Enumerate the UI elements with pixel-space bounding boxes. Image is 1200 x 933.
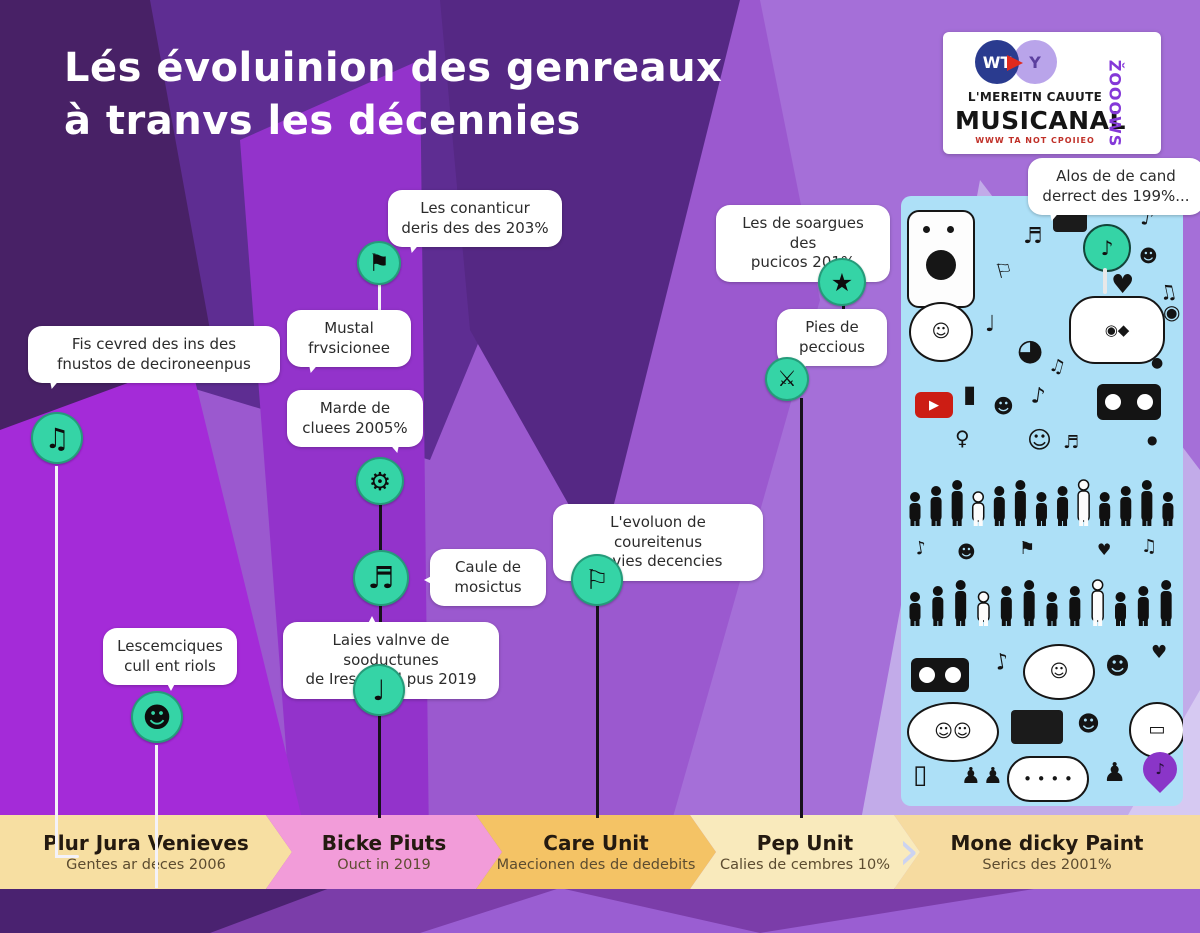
logo-url-text: WWW TA NOT CPOIIEO bbox=[975, 136, 1095, 145]
doodle-glyph-icon: ♫ bbox=[1141, 536, 1158, 557]
doodle-glyph-icon: ♪ bbox=[913, 537, 929, 560]
doodle-glyph-icon: ⚐ bbox=[992, 256, 1016, 284]
trumpet-icon: ♬ bbox=[353, 550, 409, 606]
doodle-glyph-icon: ● bbox=[1151, 355, 1164, 371]
dancer-icon: ★ bbox=[818, 258, 866, 306]
timeline-section-subtitle: Calies de cembres 10% bbox=[719, 857, 891, 873]
logo-vertical-text: ŽOOOWS bbox=[1105, 59, 1125, 148]
doodle-glyph-icon: ♟ bbox=[983, 764, 1003, 789]
doodle-glyph-icon: ♟ bbox=[961, 764, 981, 789]
doodle-glyph-icon: ♪ bbox=[992, 648, 1012, 677]
doodle-glyph-icon: ♥ bbox=[1111, 270, 1135, 300]
connector-line bbox=[378, 285, 381, 318]
doodle-glyph-icon: ☻ bbox=[1105, 652, 1131, 680]
scooter-icon: ⚐ bbox=[571, 554, 623, 606]
speech-bubble-productions: Laies valnve de sooductunes de Ires ues … bbox=[283, 616, 499, 699]
chevron-right-icon: › bbox=[898, 819, 920, 882]
speech-bubble-genres: Fis cevred des ins des fnustos de deciro… bbox=[28, 326, 280, 383]
timeline-section-subtitle: Serics des 2001% bbox=[982, 857, 1112, 873]
doodle-glyph-icon: ♥ bbox=[1097, 540, 1112, 559]
doodle-glyph-icon: ♩ bbox=[985, 312, 996, 337]
lollipop-stick bbox=[1103, 268, 1107, 294]
doodle-glyph-icon: ⚑ bbox=[1019, 538, 1036, 559]
timeline-section-title: Care Unit bbox=[543, 831, 649, 855]
doodle-glyph-icon: ☻ bbox=[1139, 246, 1158, 267]
boombox-doodle bbox=[911, 658, 969, 692]
timeline-section-title: Pep Unit bbox=[756, 831, 854, 855]
logo-badges: WT Y bbox=[975, 40, 1095, 86]
speech-bubble-charges: Les de soargues des pucicos 201% bbox=[716, 205, 890, 282]
timeline-section-subtitle: Gentes ar deces 2006 bbox=[66, 857, 226, 873]
timeline-section-title: Plur Jura Venieves bbox=[43, 831, 249, 855]
doodle-glyph-icon: ♀ bbox=[955, 426, 970, 450]
speech-bubble-1990s: Alos de de cand derrect des 199%... bbox=[1028, 158, 1200, 215]
blob-face-doodle: ☺ bbox=[909, 302, 973, 362]
doodle-glyph-icon: ♬ bbox=[1063, 432, 1080, 453]
speech-bubble-connector: Les conanticur deris des des 203% bbox=[388, 190, 562, 247]
doodle-glyph-icon: ☺ bbox=[1027, 426, 1053, 454]
connector-line bbox=[155, 745, 158, 888]
doodle-glyph-icon: ☻ bbox=[1077, 712, 1100, 737]
archer-icon: ⚔ bbox=[765, 357, 809, 401]
timeline-section-1: Plur Jura Venieves Gentes ar deces 2006 bbox=[0, 815, 292, 889]
crowd-silhouettes-doodle bbox=[905, 468, 1179, 532]
doodle-glyph-icon: ◉ bbox=[1163, 300, 1181, 324]
logo-wordmark: MUSICANAL bbox=[955, 106, 1126, 135]
speech-balloon-doodle: • • • • bbox=[1007, 756, 1089, 802]
blob-face-doodle: ☺☺ bbox=[907, 702, 999, 762]
connector-line bbox=[800, 398, 803, 818]
doodle-glyph-icon: ♪ bbox=[1029, 383, 1047, 410]
timeline-section-4: Pep Unit Calies de cembres 10% bbox=[690, 815, 920, 889]
doodle-glyph-icon: ♟ bbox=[1103, 758, 1127, 788]
doodle-glyph-icon: ▮ bbox=[963, 380, 977, 408]
car-icon: ⚙ bbox=[356, 457, 404, 505]
speech-bubble-music: Caule de mosictus bbox=[424, 549, 546, 606]
smiley-face-icon: ☻ bbox=[131, 691, 183, 743]
speech-bubble-fusion: Mustal frvsicionee bbox=[287, 310, 411, 367]
crowd-silhouettes-doodle bbox=[905, 568, 1179, 632]
speech-bubble-clubs: Marde de cluees 2005% bbox=[287, 390, 423, 447]
doodle-panel: ♬ ♪ ♪ ☻ ♥ ♫ ⚐ ☺ ♩ ◕ ◉◆ ◉ ♫ ● ▶ ▮ ☻ ♪ ☺ ♀ ♬ ● ♪ ☻ ⚑ ♥ ♫ ♪ ☺ ☻ ♥ ☺☺ ☻ ▭ ▯ ♟ ♟ •… bbox=[901, 196, 1183, 806]
connector-line bbox=[55, 466, 58, 858]
page-title-line1: Lés évoluinion des genreaux bbox=[64, 45, 723, 91]
blob-face-doodle: ▭ bbox=[1129, 702, 1183, 758]
connector-line bbox=[379, 505, 382, 553]
music-note-icon: ♫ bbox=[31, 412, 83, 464]
doodle-glyph-icon: ◕ bbox=[1017, 333, 1044, 368]
speech-bubble-culture: Lescemciques cull ent riols bbox=[103, 628, 237, 691]
timeline-section-title: Mone dicky Paint bbox=[950, 831, 1144, 855]
doodle-glyph-icon: ☻ bbox=[957, 542, 976, 563]
robot-speaker-doodle bbox=[907, 210, 975, 308]
doodle-glyph-icon: ♥ bbox=[1151, 642, 1168, 663]
logo-subtitle: L'MEREITN CAUUTE bbox=[967, 90, 1103, 104]
speech-bubble-precious: Pies de peccious bbox=[777, 309, 887, 366]
boombox-doodle bbox=[1097, 384, 1161, 420]
doodle-glyph-icon: ☻ bbox=[993, 394, 1014, 418]
connector-line bbox=[596, 604, 599, 818]
page-title: Lés évoluinion des genreaux à tranvs les… bbox=[64, 42, 722, 148]
note-cart-icon: ♩ bbox=[353, 664, 405, 716]
lollipop-doodle: ♪ bbox=[1083, 224, 1131, 272]
timeline-section-3: Care Unit Maecionen des de dedebits bbox=[476, 815, 716, 889]
blob-face-doodle: ☺ bbox=[1023, 644, 1095, 700]
doodle-glyph-icon: ♬ bbox=[1023, 224, 1043, 249]
timeline-section-subtitle: Maecionen des de dedebits bbox=[496, 857, 696, 873]
timeline-section-subtitle: Ouct in 2019 bbox=[337, 857, 431, 873]
doodle-glyph-icon: ● bbox=[1147, 433, 1158, 447]
dark-box-doodle bbox=[1011, 710, 1063, 744]
brand-logo: WT Y L'MEREITN CAUUTE MUSICANAL WWW TA N… bbox=[943, 32, 1161, 154]
speech-balloon-doodle: ◉◆ bbox=[1069, 296, 1165, 364]
connector-line bbox=[55, 855, 79, 858]
flag-person-icon: ⚑ bbox=[357, 241, 401, 285]
timeline-section-title: Bicke Piuts bbox=[321, 831, 447, 855]
connector-line bbox=[378, 714, 381, 818]
doodle-glyph-icon: ♫ bbox=[1046, 354, 1068, 379]
timeline-band: Plur Jura Venieves Gentes ar deces 2006 … bbox=[0, 815, 1200, 889]
timeline-section-5: Mone dicky Paint Serics des 2001% bbox=[894, 815, 1200, 889]
youtube-play-icon: ▶ bbox=[915, 392, 953, 418]
logo-play-arrow-icon bbox=[1007, 55, 1023, 71]
timeline-section-2: Bicke Piuts Ouct in 2019 bbox=[266, 815, 502, 889]
page-title-line2: à tranvs les décennies bbox=[64, 98, 581, 144]
doodle-glyph-icon: ▯ bbox=[913, 760, 928, 790]
